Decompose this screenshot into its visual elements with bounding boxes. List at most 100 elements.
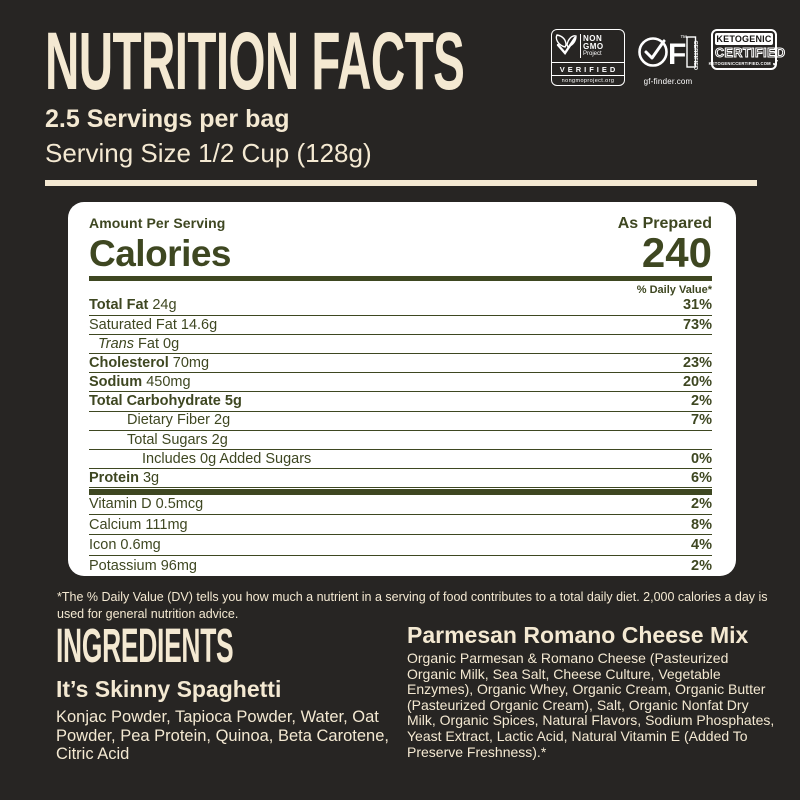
ketogenic-badge-footer: KETOGENICCERTIFIED.COM ✓ xyxy=(709,58,780,67)
calories-label: Calories xyxy=(89,233,232,274)
vitamin-row-potassium: Potassium 96mg 2% xyxy=(89,556,712,576)
svg-text:F: F xyxy=(668,38,686,71)
certification-badges: NON GMO Project VERIFIED nongmoproject.o… xyxy=(551,29,786,86)
nutrient-name: Total Fat 24g xyxy=(89,298,177,313)
nutrient-daily-value: 7% xyxy=(691,412,712,429)
nutrient-name-bold: Sodium xyxy=(89,374,143,391)
gluten-free-certified-badge: F ™ CERTIFIED gf-finder.com xyxy=(636,29,700,86)
nutrient-name-rest: Total Sugars 2g xyxy=(127,431,228,448)
vitamin-row-calcium: Calcium 111mg 8% xyxy=(89,515,712,536)
nutrient-name-bold: Total Fat xyxy=(89,297,149,314)
checkmark-icon: ✓ xyxy=(771,58,780,68)
nutrient-row-dietary-fiber: Dietary Fiber 2g 7% xyxy=(89,412,712,431)
amount-per-serving-label: Amount Per Serving xyxy=(89,215,226,231)
vitamin-name: Vitamin D 0.5mcg xyxy=(89,496,204,513)
page-title: NUTRITION FACTS xyxy=(45,16,465,107)
ketogenic-certified-badge: KETOGENIC CERTIFIED KETOGENICCERTIFIED.C… xyxy=(709,29,786,71)
calories-value: 240 xyxy=(641,229,712,276)
nutrient-name: Protein 3g xyxy=(89,471,159,486)
nutrient-name: Includes 0g Added Sugars xyxy=(142,452,311,467)
nutrition-facts-panel: Amount Per Serving Calories As Prepared … xyxy=(68,202,736,576)
calories-header-right: As Prepared 240 xyxy=(617,215,712,276)
nutrient-name: Saturated Fat 14.6g xyxy=(89,316,218,333)
nutrient-daily-value: 23% xyxy=(682,354,712,371)
nutrient-name: Cholesterol 70mg xyxy=(89,356,209,371)
ketogenic-label: KETOGENIC xyxy=(715,33,773,45)
nutrient-daily-value: 20% xyxy=(682,374,712,391)
nutrient-name-bold: Total Carbohydrate 5g xyxy=(89,393,242,410)
non-gmo-verified-label: VERIFIED xyxy=(552,62,624,75)
nutrient-name: Dietary Fiber 2g xyxy=(127,413,230,428)
nutrient-name-rest: Dietary Fiber 2g xyxy=(127,412,231,429)
nutrient-daily-value: 2% xyxy=(691,393,712,410)
cheese-mix-ingredients-list: Organic Parmesan & Romano Cheese (Pasteu… xyxy=(407,650,775,760)
nutrient-daily-value: 31% xyxy=(682,297,712,314)
vitamin-daily-value: 8% xyxy=(691,516,712,533)
spaghetti-ingredients-list: Konjac Powder, Tapioca Powder, Water, Oa… xyxy=(56,708,389,764)
nutrient-row-trans-fat: Trans Fat 0g xyxy=(89,335,712,355)
svg-text:™: ™ xyxy=(680,35,687,42)
nutrient-name: Sodium 450mg xyxy=(89,375,191,390)
calories-header-left: Amount Per Serving Calories xyxy=(89,215,232,274)
calories-rule xyxy=(89,276,712,281)
vitamin-row-iron: Icon 0.6mg 4% xyxy=(89,535,712,556)
ketogenic-certified-label: CERTIFIED xyxy=(715,45,786,60)
nutrient-row-cholesterol: Cholesterol 70mg 23% xyxy=(89,354,712,374)
vitamin-daily-value: 4% xyxy=(691,536,712,553)
nutrient-row-total-carbohydrate: Total Carbohydrate 5g 2% xyxy=(89,392,712,412)
butterfly-icon xyxy=(552,33,580,59)
vitamin-rows: Vitamin D 0.5mcg 2% Calcium 111mg 8% Ico… xyxy=(89,495,712,576)
non-gmo-line3: Project xyxy=(583,51,602,57)
nutrient-name-rest: Saturated Fat 14.6g xyxy=(89,316,218,333)
calories-header: Amount Per Serving Calories As Prepared … xyxy=(89,215,712,276)
nutrient-name-bold: Protein xyxy=(89,470,139,487)
nutrient-row-total-fat: Total Fat 24g 31% xyxy=(89,297,712,316)
nutrient-daily-value: 0% xyxy=(691,450,712,467)
nutrient-row-saturated-fat: Saturated Fat 14.6g 73% xyxy=(89,316,712,335)
daily-value-footnote: *The % Daily Value (DV) tells you how mu… xyxy=(57,590,768,621)
vitamin-name: Icon 0.6mg xyxy=(89,536,161,553)
nutrient-name-rest: 3g xyxy=(138,470,160,487)
ingredients-heading: INGREDIENTS xyxy=(56,620,234,673)
vitamin-name: Potassium 96mg xyxy=(89,557,197,574)
non-gmo-line1: NON xyxy=(583,34,603,43)
nutrient-row-total-sugars: Total Sugars 2g xyxy=(89,431,712,450)
nutrient-name-rest: 24g xyxy=(148,297,177,314)
vitamin-name: Calcium 111mg xyxy=(89,516,188,533)
nutrient-row-sodium: Sodium 450mg 20% xyxy=(89,373,712,393)
svg-text:CERTIFIED: CERTIFIED xyxy=(692,41,698,71)
gluten-free-icon: F ™ CERTIFIED xyxy=(638,35,698,71)
nutrient-rows: Total Fat 24g 31% Saturated Fat 14.6g 73… xyxy=(89,297,712,489)
vitamin-daily-value: 2% xyxy=(691,496,712,513)
nutrient-name-rest: 70mg xyxy=(168,354,210,371)
ketogenic-url: KETOGENICCERTIFIED.COM xyxy=(708,61,771,67)
nutrient-name: Total Carbohydrate 5g xyxy=(89,394,242,409)
vitamin-daily-value: 2% xyxy=(691,557,712,574)
non-gmo-line2: GMO xyxy=(583,42,604,51)
servings-per-bag: 2.5 Servings per bag xyxy=(45,105,290,133)
serving-size: Serving Size 1/2 Cup (128g) xyxy=(45,138,372,168)
header-divider xyxy=(45,180,757,186)
nutrient-daily-value: 73% xyxy=(682,316,712,333)
nutrient-row-protein: Protein 3g 6% xyxy=(89,469,712,489)
nutrient-daily-value: 6% xyxy=(691,470,712,487)
product-name-cheese-mix: Parmesan Romano Cheese Mix xyxy=(407,622,749,648)
nutrient-name-rest: Includes 0g Added Sugars xyxy=(142,450,312,467)
nutrient-name-rest: Fat 0g xyxy=(134,335,180,352)
daily-value-header: % Daily Value* xyxy=(636,283,712,296)
product-name-spaghetti: It’s Skinny Spaghetti xyxy=(56,676,282,702)
non-gmo-badge-top: NON GMO Project xyxy=(552,30,624,62)
gluten-free-url: gf-finder.com xyxy=(643,77,693,86)
non-gmo-badge-wordmark: NON GMO Project xyxy=(580,34,624,58)
section-divider-bar xyxy=(89,488,712,495)
nutrient-name-bold: Cholesterol xyxy=(89,354,169,371)
vitamin-row-vitamin-d: Vitamin D 0.5mcg 2% xyxy=(89,495,712,516)
nutrient-name: Trans Fat 0g xyxy=(98,335,180,352)
nutrient-row-added-sugars: Includes 0g Added Sugars 0% xyxy=(89,450,712,470)
nutrient-name-rest: 450mg xyxy=(142,374,191,391)
as-prepared-label: As Prepared xyxy=(617,215,712,232)
non-gmo-url: nongmoproject.org xyxy=(552,75,624,85)
nutrient-name-italic: Trans xyxy=(98,335,134,352)
nutrient-name: Total Sugars 2g xyxy=(127,431,228,448)
non-gmo-verified-badge: NON GMO Project VERIFIED nongmoproject.o… xyxy=(551,29,625,86)
